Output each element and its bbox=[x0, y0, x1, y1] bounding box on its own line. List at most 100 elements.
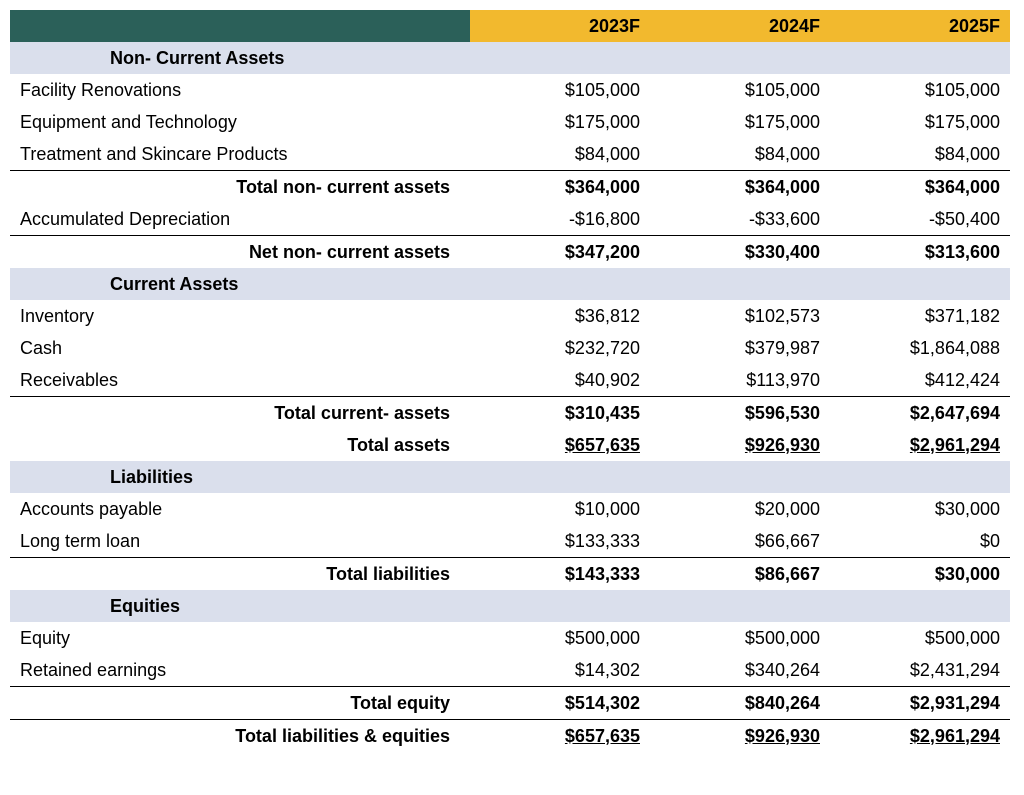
col-2024f: 2024F bbox=[650, 10, 830, 42]
header-blank bbox=[10, 10, 470, 42]
cell: $514,302 bbox=[470, 687, 650, 720]
row-label: Total liabilities bbox=[10, 558, 470, 591]
row-total-ca: Total current- assets $310,435 $596,530 … bbox=[10, 397, 1010, 430]
row-inventory: Inventory $36,812 $102,573 $371,182 bbox=[10, 300, 1010, 332]
section-label: Non- Current Assets bbox=[10, 42, 470, 74]
cell: $30,000 bbox=[830, 558, 1010, 591]
cell: $20,000 bbox=[650, 493, 830, 525]
row-total-assets: Total assets $657,635 $926,930 $2,961,29… bbox=[10, 429, 1010, 461]
row-total-liabilities: Total liabilities $143,333 $86,667 $30,0… bbox=[10, 558, 1010, 591]
cell: $2,961,294 bbox=[830, 720, 1010, 753]
cell: $40,902 bbox=[470, 364, 650, 397]
row-equipment-tech: Equipment and Technology $175,000 $175,0… bbox=[10, 106, 1010, 138]
cell: $84,000 bbox=[650, 138, 830, 171]
row-label: Long term loan bbox=[10, 525, 470, 558]
row-label: Treatment and Skincare Products bbox=[10, 138, 470, 171]
cell: $313,600 bbox=[830, 236, 1010, 269]
row-label: Accumulated Depreciation bbox=[10, 203, 470, 236]
cell: $364,000 bbox=[470, 171, 650, 204]
cell: $840,264 bbox=[650, 687, 830, 720]
cell: $2,931,294 bbox=[830, 687, 1010, 720]
cell: $340,264 bbox=[650, 654, 830, 687]
row-label: Retained earnings bbox=[10, 654, 470, 687]
row-label: Total liabilities & equities bbox=[10, 720, 470, 753]
row-retained-earnings: Retained earnings $14,302 $340,264 $2,43… bbox=[10, 654, 1010, 687]
cell: -$33,600 bbox=[650, 203, 830, 236]
cell: $310,435 bbox=[470, 397, 650, 430]
cell: $330,400 bbox=[650, 236, 830, 269]
row-label: Facility Renovations bbox=[10, 74, 470, 106]
row-net-nca: Net non- current assets $347,200 $330,40… bbox=[10, 236, 1010, 269]
cell: $105,000 bbox=[650, 74, 830, 106]
cell: $347,200 bbox=[470, 236, 650, 269]
cell: $105,000 bbox=[470, 74, 650, 106]
cell: $1,864,088 bbox=[830, 332, 1010, 364]
section-liabilities: Liabilities bbox=[10, 461, 1010, 493]
cell: $84,000 bbox=[830, 138, 1010, 171]
row-label: Total non- current assets bbox=[10, 171, 470, 204]
row-treatment-skincare: Treatment and Skincare Products $84,000 … bbox=[10, 138, 1010, 171]
cell: $657,635 bbox=[470, 720, 650, 753]
balance-sheet-table: 2023F 2024F 2025F Non- Current Assets Fa… bbox=[10, 10, 1010, 752]
row-cash: Cash $232,720 $379,987 $1,864,088 bbox=[10, 332, 1010, 364]
cell: $133,333 bbox=[470, 525, 650, 558]
col-2023f: 2023F bbox=[470, 10, 650, 42]
row-accum-dep: Accumulated Depreciation -$16,800 -$33,6… bbox=[10, 203, 1010, 236]
cell: $500,000 bbox=[830, 622, 1010, 654]
cell: $232,720 bbox=[470, 332, 650, 364]
row-accounts-payable: Accounts payable $10,000 $20,000 $30,000 bbox=[10, 493, 1010, 525]
header-row: 2023F 2024F 2025F bbox=[10, 10, 1010, 42]
row-label: Equipment and Technology bbox=[10, 106, 470, 138]
cell: $84,000 bbox=[470, 138, 650, 171]
row-label: Receivables bbox=[10, 364, 470, 397]
cell: $657,635 bbox=[470, 429, 650, 461]
cell: $102,573 bbox=[650, 300, 830, 332]
cell: $2,431,294 bbox=[830, 654, 1010, 687]
cell: $143,333 bbox=[470, 558, 650, 591]
cell: $2,647,694 bbox=[830, 397, 1010, 430]
section-current-assets: Current Assets bbox=[10, 268, 1010, 300]
cell: -$50,400 bbox=[830, 203, 1010, 236]
row-equity: Equity $500,000 $500,000 $500,000 bbox=[10, 622, 1010, 654]
cell: $36,812 bbox=[470, 300, 650, 332]
cell: $500,000 bbox=[650, 622, 830, 654]
section-non-current-assets: Non- Current Assets bbox=[10, 42, 1010, 74]
row-total-liab-equity: Total liabilities & equities $657,635 $9… bbox=[10, 720, 1010, 753]
cell: $379,987 bbox=[650, 332, 830, 364]
cell: $926,930 bbox=[650, 429, 830, 461]
row-total-equity: Total equity $514,302 $840,264 $2,931,29… bbox=[10, 687, 1010, 720]
cell: $371,182 bbox=[830, 300, 1010, 332]
col-2025f: 2025F bbox=[830, 10, 1010, 42]
row-receivables: Receivables $40,902 $113,970 $412,424 bbox=[10, 364, 1010, 397]
section-label: Liabilities bbox=[10, 461, 470, 493]
cell: $175,000 bbox=[470, 106, 650, 138]
row-label: Cash bbox=[10, 332, 470, 364]
cell: $364,000 bbox=[650, 171, 830, 204]
cell: $113,970 bbox=[650, 364, 830, 397]
row-long-term-loan: Long term loan $133,333 $66,667 $0 bbox=[10, 525, 1010, 558]
cell: $105,000 bbox=[830, 74, 1010, 106]
cell: $926,930 bbox=[650, 720, 830, 753]
row-label: Accounts payable bbox=[10, 493, 470, 525]
cell: $0 bbox=[830, 525, 1010, 558]
row-facility-renovations: Facility Renovations $105,000 $105,000 $… bbox=[10, 74, 1010, 106]
cell: $500,000 bbox=[470, 622, 650, 654]
row-total-nca: Total non- current assets $364,000 $364,… bbox=[10, 171, 1010, 204]
section-label: Equities bbox=[10, 590, 470, 622]
cell: $66,667 bbox=[650, 525, 830, 558]
section-label: Current Assets bbox=[10, 268, 470, 300]
cell: -$16,800 bbox=[470, 203, 650, 236]
cell: $86,667 bbox=[650, 558, 830, 591]
section-equities: Equities bbox=[10, 590, 1010, 622]
cell: $10,000 bbox=[470, 493, 650, 525]
cell: $30,000 bbox=[830, 493, 1010, 525]
cell: $175,000 bbox=[830, 106, 1010, 138]
cell: $596,530 bbox=[650, 397, 830, 430]
cell: $364,000 bbox=[830, 171, 1010, 204]
row-label: Inventory bbox=[10, 300, 470, 332]
cell: $2,961,294 bbox=[830, 429, 1010, 461]
row-label: Total assets bbox=[10, 429, 470, 461]
row-label: Total current- assets bbox=[10, 397, 470, 430]
cell: $412,424 bbox=[830, 364, 1010, 397]
row-label: Equity bbox=[10, 622, 470, 654]
